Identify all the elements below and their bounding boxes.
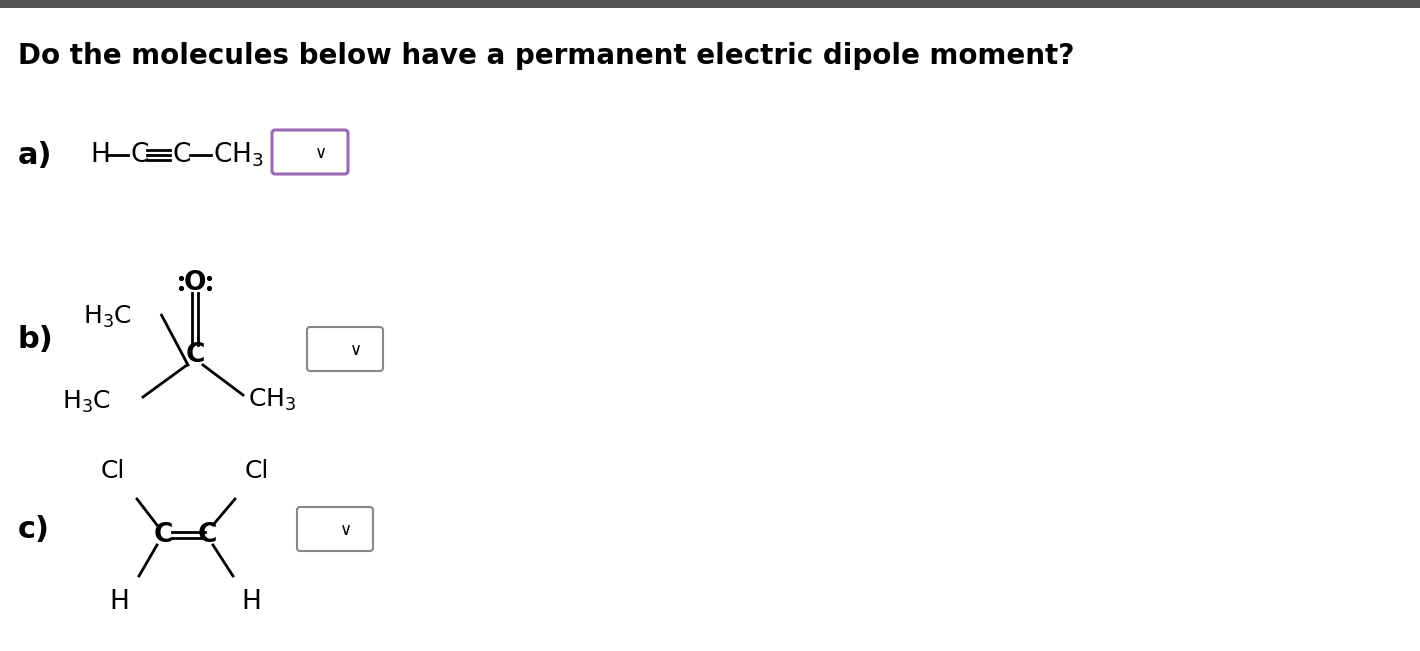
FancyBboxPatch shape	[307, 327, 383, 371]
Text: Cl: Cl	[101, 459, 125, 483]
Text: CH$_3$: CH$_3$	[248, 387, 297, 413]
Text: C: C	[172, 142, 190, 168]
Text: C: C	[197, 522, 217, 548]
Text: C: C	[186, 342, 204, 368]
Text: O: O	[183, 270, 206, 296]
Text: Cl: Cl	[244, 459, 270, 483]
FancyBboxPatch shape	[297, 507, 373, 551]
Text: H: H	[109, 589, 129, 615]
Text: c): c)	[18, 516, 50, 544]
Text: ∨: ∨	[349, 341, 362, 359]
FancyBboxPatch shape	[273, 130, 348, 174]
Text: a): a)	[18, 141, 53, 169]
Text: H$_3$C: H$_3$C	[82, 304, 132, 330]
Text: ∨: ∨	[339, 521, 352, 539]
Text: b): b)	[18, 326, 54, 355]
Text: C: C	[131, 142, 148, 168]
Text: C: C	[153, 522, 173, 548]
Text: H: H	[241, 589, 261, 615]
FancyBboxPatch shape	[0, 0, 1420, 8]
Text: CH$_3$: CH$_3$	[213, 141, 264, 169]
Text: H: H	[89, 142, 109, 168]
Text: Do the molecules below have a permanent electric dipole moment?: Do the molecules below have a permanent …	[18, 42, 1075, 70]
Text: H$_3$C: H$_3$C	[62, 389, 111, 415]
Text: ∨: ∨	[314, 144, 327, 162]
